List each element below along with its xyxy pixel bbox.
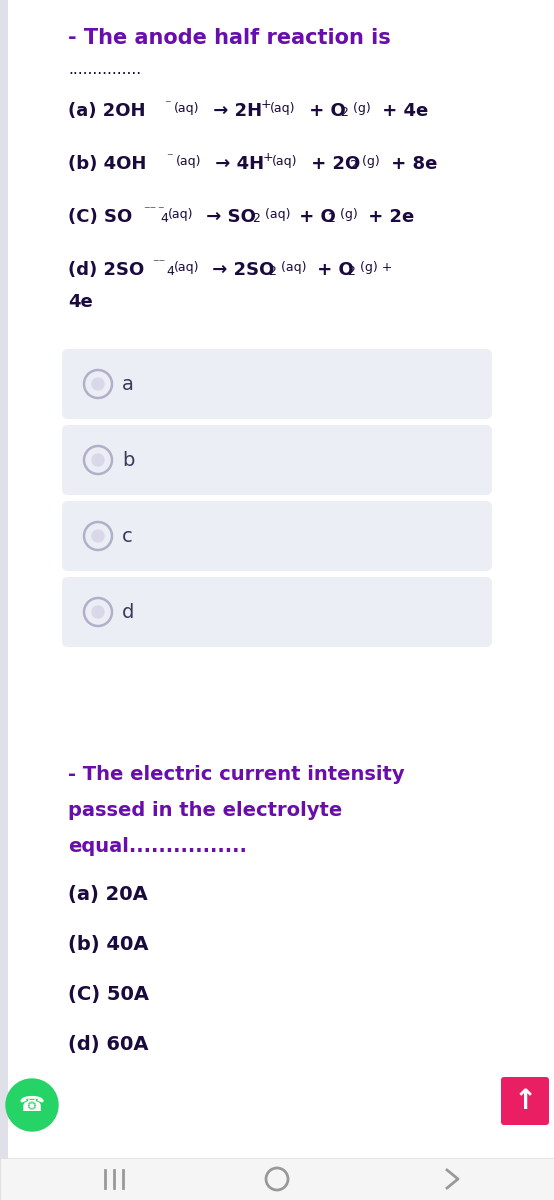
Text: ⁻⁻: ⁻⁻ bbox=[152, 257, 165, 270]
Text: passed in the electrolyte: passed in the electrolyte bbox=[68, 802, 342, 820]
Text: (aq): (aq) bbox=[270, 102, 295, 115]
Text: 4: 4 bbox=[166, 265, 174, 278]
Text: b: b bbox=[122, 450, 135, 469]
Text: → SO: → SO bbox=[200, 208, 256, 226]
Circle shape bbox=[92, 454, 104, 466]
Text: 2: 2 bbox=[268, 265, 276, 278]
Text: (b) 40A: (b) 40A bbox=[68, 935, 148, 954]
Text: (C) SO: (C) SO bbox=[68, 208, 132, 226]
FancyBboxPatch shape bbox=[62, 349, 492, 419]
Text: (d) 60A: (d) 60A bbox=[68, 1034, 148, 1054]
Text: (g): (g) bbox=[349, 102, 371, 115]
Text: + 8e: + 8e bbox=[385, 155, 437, 173]
Text: + 2O: + 2O bbox=[305, 155, 360, 173]
Text: ⁻⁻: ⁻⁻ bbox=[143, 204, 156, 217]
Text: 4: 4 bbox=[160, 212, 168, 226]
Text: (aq): (aq) bbox=[174, 102, 199, 115]
Text: (C) 50A: (C) 50A bbox=[68, 985, 149, 1004]
Text: 4e: 4e bbox=[68, 293, 93, 311]
Text: (aq): (aq) bbox=[261, 208, 290, 221]
Text: 2: 2 bbox=[340, 106, 348, 119]
FancyBboxPatch shape bbox=[62, 425, 492, 494]
FancyBboxPatch shape bbox=[0, 1158, 554, 1200]
Circle shape bbox=[92, 530, 104, 542]
Text: ⁻: ⁻ bbox=[164, 98, 171, 110]
Text: + 4e: + 4e bbox=[376, 102, 428, 120]
Text: (a) 20A: (a) 20A bbox=[68, 886, 148, 904]
Text: equal................: equal................ bbox=[68, 838, 247, 856]
Text: 2: 2 bbox=[349, 158, 357, 172]
Text: a: a bbox=[122, 374, 134, 394]
Text: +: + bbox=[261, 98, 271, 110]
Text: → 2SO: → 2SO bbox=[206, 260, 274, 278]
Text: (aq): (aq) bbox=[277, 260, 306, 274]
Text: d: d bbox=[122, 602, 135, 622]
Text: 2: 2 bbox=[327, 212, 335, 226]
Text: ...............: ............... bbox=[68, 62, 141, 77]
Text: c: c bbox=[122, 527, 133, 546]
Text: (a) 2OH: (a) 2OH bbox=[68, 102, 146, 120]
Circle shape bbox=[6, 1079, 58, 1130]
Text: - The anode half reaction is: - The anode half reaction is bbox=[68, 28, 391, 48]
Text: → 2H: → 2H bbox=[207, 102, 262, 120]
Text: (b) 4OH: (b) 4OH bbox=[68, 155, 146, 173]
Text: (aq): (aq) bbox=[168, 208, 193, 221]
Text: 2: 2 bbox=[252, 212, 260, 226]
Text: ☎: ☎ bbox=[19, 1094, 45, 1115]
Text: + O: + O bbox=[303, 102, 346, 120]
Text: → 4H: → 4H bbox=[209, 155, 264, 173]
Text: 2: 2 bbox=[347, 265, 355, 278]
Text: (g): (g) bbox=[336, 208, 358, 221]
Text: ↑: ↑ bbox=[514, 1087, 537, 1115]
Text: (g) +: (g) + bbox=[356, 260, 392, 274]
Text: + O: + O bbox=[293, 208, 336, 226]
Text: + O: + O bbox=[311, 260, 354, 278]
Text: ⁻: ⁻ bbox=[166, 151, 173, 164]
Circle shape bbox=[92, 378, 104, 390]
Text: (aq): (aq) bbox=[272, 155, 297, 168]
Text: +: + bbox=[263, 151, 274, 164]
Text: (aq): (aq) bbox=[176, 155, 202, 168]
FancyBboxPatch shape bbox=[62, 502, 492, 571]
Circle shape bbox=[92, 606, 104, 618]
Text: ⁻: ⁻ bbox=[157, 204, 163, 217]
Text: (g): (g) bbox=[358, 155, 379, 168]
FancyBboxPatch shape bbox=[62, 577, 492, 647]
Text: (aq): (aq) bbox=[174, 260, 199, 274]
FancyBboxPatch shape bbox=[501, 1078, 549, 1126]
Text: - The electric current intensity: - The electric current intensity bbox=[68, 766, 404, 784]
Text: (d) 2SO: (d) 2SO bbox=[68, 260, 144, 278]
Text: + 2e: + 2e bbox=[362, 208, 414, 226]
FancyBboxPatch shape bbox=[0, 0, 8, 1200]
